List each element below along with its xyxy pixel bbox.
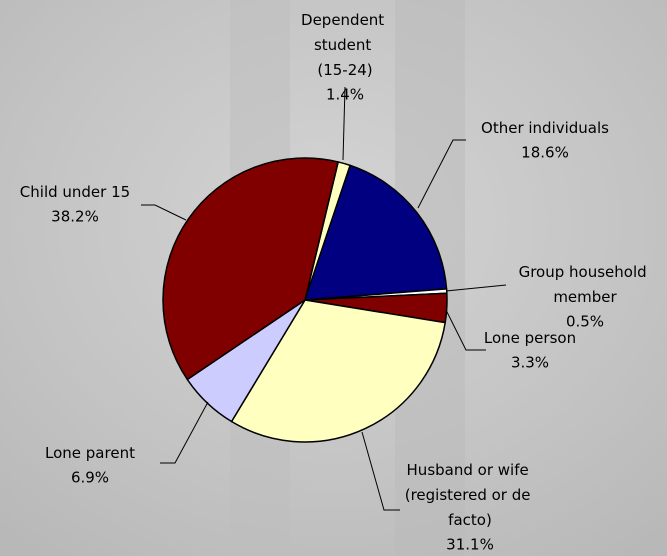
slice-label: Lone parent: [45, 444, 135, 462]
label-line: facto): [448, 511, 492, 529]
label-line: Child under 15: [20, 183, 130, 201]
slice-label: Child under 15: [20, 183, 130, 201]
label-line: Group household: [519, 263, 652, 281]
label-line: member: [553, 288, 617, 306]
label-line: Lone parent: [45, 444, 135, 462]
label-line: Other individuals: [481, 119, 609, 137]
label-line: student: [314, 36, 376, 54]
label-line: Dependent: [301, 11, 389, 29]
slice-label: Lone person: [484, 329, 576, 347]
value-label: 38.2%: [51, 208, 99, 226]
value-label: 3.3%: [511, 354, 549, 372]
value-label: 31.1%: [446, 536, 494, 554]
label-line: Husband or wife: [407, 461, 534, 479]
label-line: (15-24): [317, 61, 372, 79]
chart: Dependent student (15-24) 1.4% Other indiv…: [0, 0, 667, 556]
label-line: (registered or de: [405, 486, 536, 504]
value-label: 1.4%: [326, 86, 364, 104]
value-label: 18.6%: [521, 144, 569, 162]
label-line: Lone person: [484, 329, 576, 347]
pie: [163, 158, 447, 442]
slice-label: Other individuals: [481, 119, 609, 137]
value-label: 6.9%: [71, 469, 109, 487]
